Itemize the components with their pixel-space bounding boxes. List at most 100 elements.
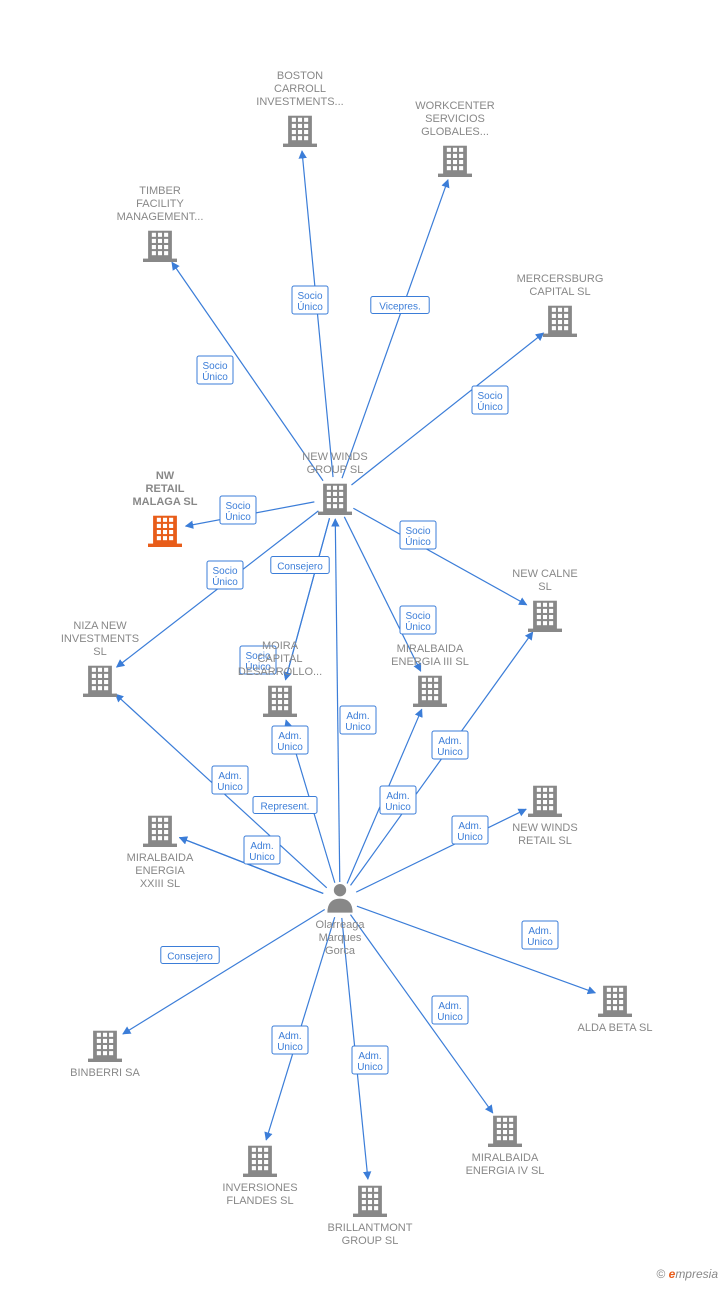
edge bbox=[342, 180, 448, 478]
company-node[interactable]: INVERSIONESFLANDES SL bbox=[222, 1146, 297, 1207]
edge-label-text: Unico bbox=[217, 782, 243, 793]
node-label: GLOBALES... bbox=[421, 126, 489, 138]
company-node[interactable]: NEW WINDSRETAIL SL bbox=[512, 786, 577, 847]
node-label: MIRALBAIDA bbox=[472, 1152, 539, 1164]
node-label: NEW WINDS bbox=[302, 451, 367, 463]
node-label: RETAIL SL bbox=[518, 835, 572, 847]
building-icon bbox=[263, 686, 297, 717]
building-icon bbox=[143, 231, 177, 262]
edge-label-text: Adm. bbox=[438, 736, 461, 747]
edge-label-text: Socio bbox=[225, 501, 250, 512]
edge-label-text: Único bbox=[225, 510, 251, 523]
building-icon bbox=[528, 786, 562, 817]
node-label: INVESTMENTS bbox=[61, 633, 139, 645]
company-node[interactable]: MIRALBAIDAENERGIAXXIII SL bbox=[127, 816, 194, 890]
building-icon bbox=[318, 484, 352, 515]
network-graph: SocioÚnicoSocioÚnicoVicepres.SocioÚnicoS… bbox=[0, 0, 728, 1290]
node-label: DESARROLLO... bbox=[238, 666, 322, 678]
edge-label-text: Único bbox=[212, 575, 238, 588]
edge-label-text: Unico bbox=[277, 742, 303, 753]
edge bbox=[356, 809, 526, 892]
edge-label-text: Socio bbox=[297, 291, 322, 302]
edge-label-text: Socio bbox=[477, 391, 502, 402]
company-node[interactable]: TIMBERFACILITYMANAGEMENT... bbox=[117, 185, 204, 262]
node-label: GROUP SL bbox=[307, 464, 364, 476]
edge-label-text: Único bbox=[297, 300, 323, 313]
edge bbox=[357, 906, 595, 993]
node-label: BOSTON bbox=[277, 70, 323, 82]
edge-label-text: Socio bbox=[405, 526, 430, 537]
node-label: NEW CALNE bbox=[512, 568, 577, 580]
node-label: BINBERRI SA bbox=[70, 1067, 140, 1079]
node-label: FLANDES SL bbox=[226, 1195, 293, 1207]
edge-label-text: Unico bbox=[437, 1012, 463, 1023]
node-label: BRILLANTMONT bbox=[328, 1222, 413, 1234]
company-node[interactable]: BOSTONCARROLLINVESTMENTS... bbox=[256, 70, 343, 147]
edge bbox=[123, 909, 325, 1034]
company-node[interactable]: BINBERRI SA bbox=[70, 1031, 140, 1079]
edge-label-text: Socio bbox=[405, 611, 430, 622]
node-label: SL bbox=[93, 646, 106, 658]
node-label: MIRALBAIDA bbox=[397, 643, 464, 655]
company-node[interactable]: MIRALBAIDAENERGIA III SL bbox=[391, 643, 469, 707]
edge-label-text: Unico bbox=[277, 1042, 303, 1053]
edge-label-text: Consejero bbox=[167, 952, 213, 963]
edge-label-text: Adm. bbox=[346, 711, 369, 722]
company-node[interactable]: BRILLANTMONTGROUP SL bbox=[328, 1186, 413, 1247]
copyright: © empresia bbox=[656, 1267, 718, 1281]
edge bbox=[351, 333, 543, 485]
edge-label-text: Unico bbox=[345, 722, 371, 733]
building-icon bbox=[243, 1146, 277, 1177]
node-label: WORKCENTER bbox=[415, 100, 495, 112]
edge-label-text: Unico bbox=[527, 937, 553, 948]
building-icon bbox=[528, 601, 562, 632]
node-label: Gorca bbox=[325, 945, 356, 957]
edge-label-text: Unico bbox=[385, 802, 411, 813]
edge-label-text: Adm. bbox=[458, 821, 481, 832]
node-label: INVESTMENTS... bbox=[256, 96, 343, 108]
company-node[interactable]: ALDA BETA SL bbox=[577, 986, 652, 1034]
edge-label-text: Único bbox=[405, 535, 431, 548]
edge-label-text: Adm. bbox=[278, 1031, 301, 1042]
node-label: MALAGA SL bbox=[133, 496, 198, 508]
node-label: NIZA NEW bbox=[73, 620, 127, 632]
building-icon bbox=[83, 666, 117, 697]
company-node[interactable]: MERCERSBURGCAPITAL SL bbox=[517, 273, 604, 337]
node-label: Marques bbox=[319, 932, 362, 944]
node-label: SERVICIOS bbox=[425, 113, 485, 125]
edge-label-text: Único bbox=[202, 370, 228, 383]
edge-label-text: Socio bbox=[212, 566, 237, 577]
edge-label-text: Consejero bbox=[277, 562, 323, 573]
edge-label-text: Único bbox=[477, 400, 503, 413]
node-label: NEW WINDS bbox=[512, 822, 577, 834]
edge-label-text: Unico bbox=[437, 747, 463, 758]
node-label: CARROLL bbox=[274, 83, 326, 95]
edge bbox=[350, 915, 492, 1113]
company-node[interactable]: NEW WINDSGROUP SL bbox=[302, 451, 367, 515]
node-label: MIRALBAIDA bbox=[127, 852, 194, 864]
node-label: RETAIL bbox=[146, 483, 185, 495]
node-label: INVERSIONES bbox=[222, 1182, 297, 1194]
building-icon bbox=[143, 816, 177, 847]
company-node[interactable]: MIRALBAIDAENERGIA IV SL bbox=[466, 1116, 545, 1177]
edge-label-text: Adm. bbox=[386, 791, 409, 802]
company-node[interactable]: NWRETAILMALAGA SL bbox=[133, 470, 198, 547]
edge bbox=[335, 519, 340, 882]
node-label: MOIRA bbox=[262, 640, 299, 652]
node-label: NW bbox=[156, 470, 175, 482]
edge-label-text: Adm. bbox=[218, 771, 241, 782]
node-label: MANAGEMENT... bbox=[117, 211, 204, 223]
node-label: TIMBER bbox=[139, 185, 181, 197]
person-node[interactable]: OlarreagaMarquesGorca bbox=[316, 884, 366, 957]
edge-label-text: Adm. bbox=[438, 1001, 461, 1012]
building-icon bbox=[438, 146, 472, 177]
node-label: ENERGIA bbox=[135, 865, 185, 877]
company-node[interactable]: NEW CALNESL bbox=[512, 568, 577, 632]
node-label: ENERGIA IV SL bbox=[466, 1165, 545, 1177]
building-icon bbox=[543, 306, 577, 337]
node-label: MERCERSBURG bbox=[517, 273, 604, 285]
edge-label-text: Adm. bbox=[250, 841, 273, 852]
edge-label-text: Unico bbox=[357, 1062, 383, 1073]
company-node[interactable]: WORKCENTERSERVICIOSGLOBALES... bbox=[415, 100, 495, 177]
edge-label-text: Unico bbox=[457, 832, 483, 843]
